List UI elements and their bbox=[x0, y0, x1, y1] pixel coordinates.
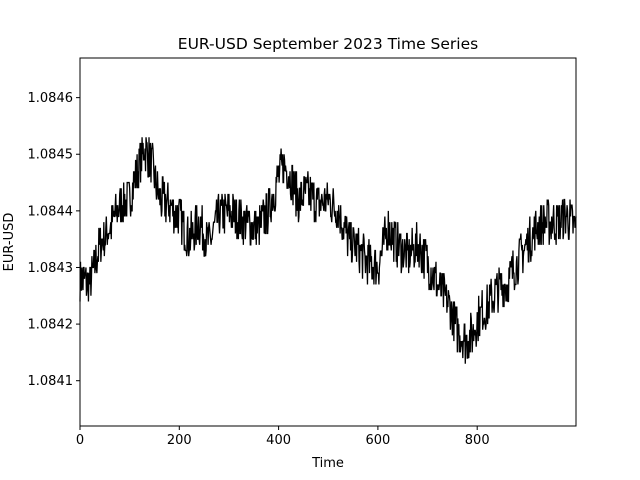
x-tick-label: 200 bbox=[167, 433, 192, 448]
x-tick-label: 600 bbox=[365, 433, 390, 448]
y-tick-label: 1.0843 bbox=[28, 261, 74, 276]
x-axis-label: Time bbox=[311, 456, 344, 471]
y-axis: 1.0841 1.0842 1.0843 1.0844 1.0845 1.0846 bbox=[28, 91, 80, 389]
y-tick-label: 1.0842 bbox=[28, 318, 74, 333]
y-tick-label: 1.0841 bbox=[28, 374, 74, 389]
y-tick-label: 1.0846 bbox=[28, 91, 74, 106]
series-line bbox=[79, 137, 577, 364]
chart-title: EUR-USD September 2023 Time Series bbox=[178, 35, 478, 53]
plot-frame bbox=[79, 57, 577, 427]
x-tick-label: 800 bbox=[465, 433, 490, 448]
series-layer bbox=[79, 137, 577, 364]
y-axis-label: EUR-USD bbox=[2, 213, 17, 272]
y-tick-label: 1.0844 bbox=[28, 204, 74, 219]
x-axis: 0 200 400 600 800 bbox=[76, 426, 490, 448]
x-tick-label: 0 bbox=[76, 433, 84, 448]
y-tick-label: 1.0845 bbox=[28, 148, 74, 163]
x-tick-label: 400 bbox=[266, 433, 291, 448]
